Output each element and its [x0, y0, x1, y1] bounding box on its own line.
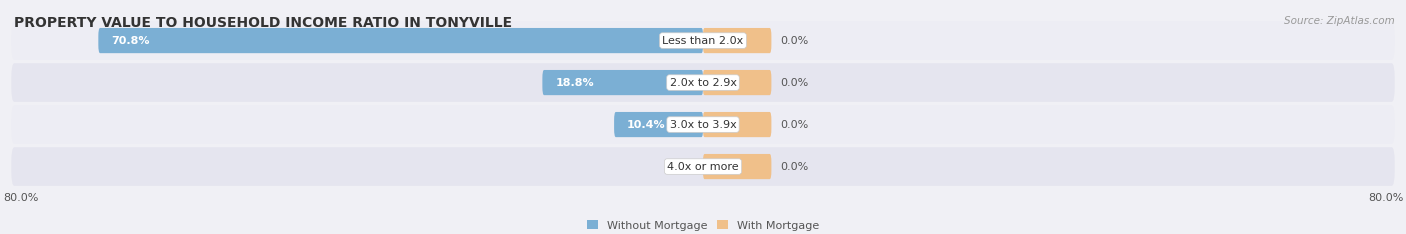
Text: 70.8%: 70.8% [111, 36, 149, 46]
Text: 0.0%: 0.0% [780, 120, 808, 130]
Text: Source: ZipAtlas.com: Source: ZipAtlas.com [1284, 16, 1395, 26]
FancyBboxPatch shape [703, 28, 772, 53]
FancyBboxPatch shape [703, 70, 772, 95]
Legend: Without Mortgage, With Mortgage: Without Mortgage, With Mortgage [582, 216, 824, 234]
FancyBboxPatch shape [11, 105, 1395, 144]
Text: 0.0%: 0.0% [780, 77, 808, 88]
Text: PROPERTY VALUE TO HOUSEHOLD INCOME RATIO IN TONYVILLE: PROPERTY VALUE TO HOUSEHOLD INCOME RATIO… [14, 16, 512, 30]
Text: 3.0x to 3.9x: 3.0x to 3.9x [669, 120, 737, 130]
Text: 80.0%: 80.0% [1368, 193, 1403, 203]
Text: 0.0%: 0.0% [780, 161, 808, 172]
Text: 4.0x or more: 4.0x or more [668, 161, 738, 172]
FancyBboxPatch shape [11, 147, 1395, 186]
Text: 0.0%: 0.0% [666, 161, 695, 172]
Text: 18.8%: 18.8% [555, 77, 593, 88]
FancyBboxPatch shape [703, 112, 772, 137]
FancyBboxPatch shape [11, 63, 1395, 102]
FancyBboxPatch shape [614, 112, 703, 137]
Text: 2.0x to 2.9x: 2.0x to 2.9x [669, 77, 737, 88]
FancyBboxPatch shape [703, 154, 772, 179]
FancyBboxPatch shape [11, 21, 1395, 60]
FancyBboxPatch shape [98, 28, 703, 53]
FancyBboxPatch shape [543, 70, 703, 95]
Text: 10.4%: 10.4% [627, 120, 665, 130]
Text: 0.0%: 0.0% [780, 36, 808, 46]
Text: Less than 2.0x: Less than 2.0x [662, 36, 744, 46]
Text: 80.0%: 80.0% [3, 193, 38, 203]
